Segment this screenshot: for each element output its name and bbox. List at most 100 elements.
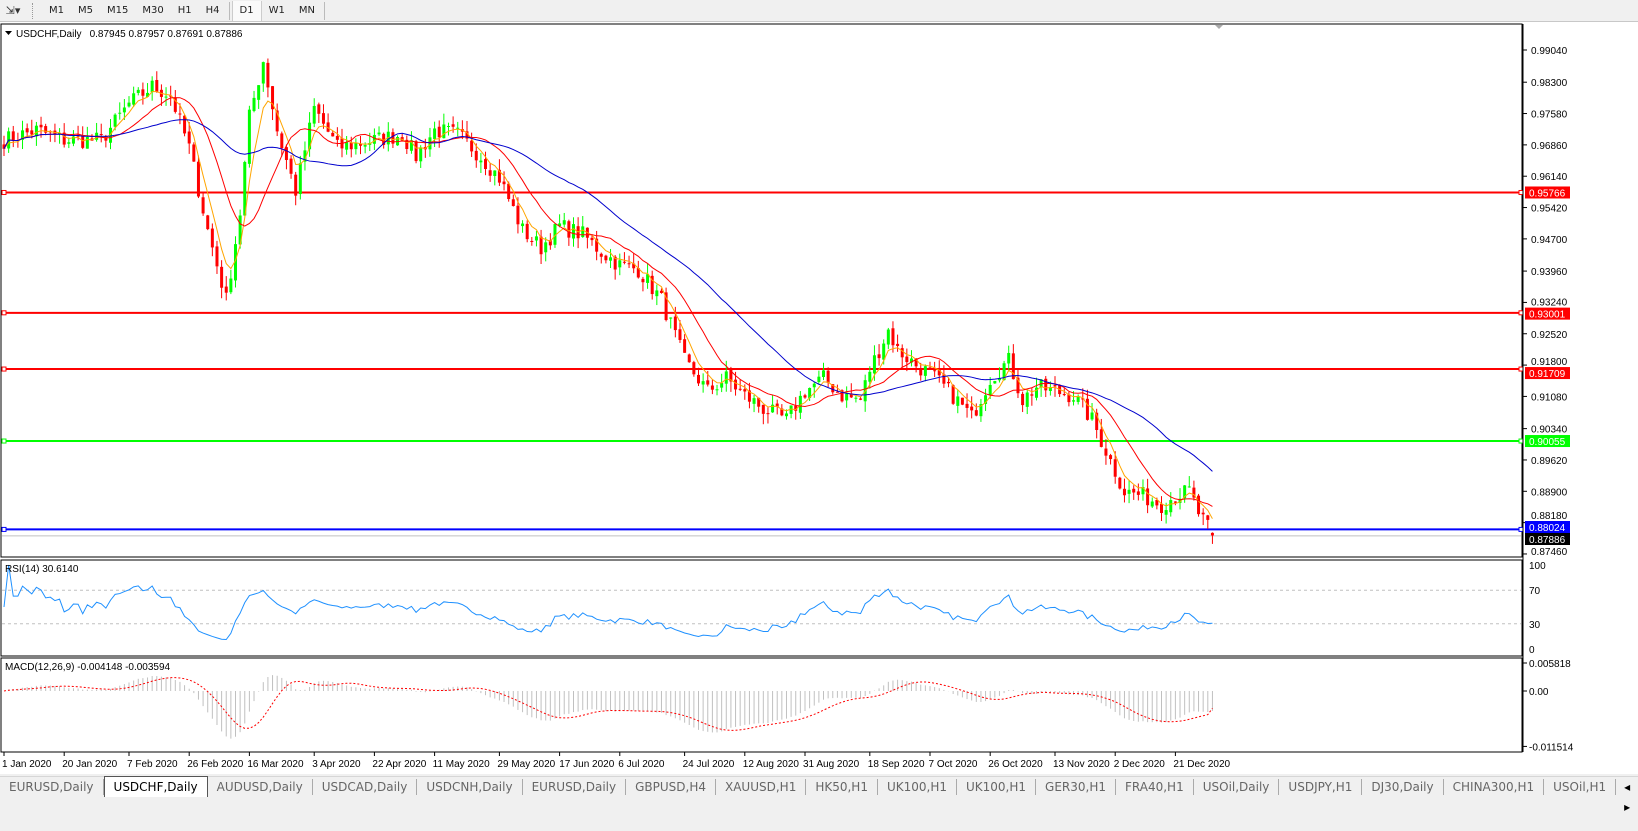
candle-body — [780, 408, 784, 416]
timeframe-w1-button[interactable]: W1 — [268, 4, 285, 16]
chart-tab[interactable]: HK50,H1 — [806, 779, 878, 795]
candle-body — [224, 286, 228, 293]
current-price-label: 0.87886 — [1529, 535, 1566, 546]
candle-body — [1178, 498, 1182, 503]
candle-body — [247, 109, 251, 164]
y-tick-label: 0.87460 — [1531, 547, 1568, 558]
candle-body — [951, 385, 955, 404]
candle-body — [1141, 487, 1145, 495]
candle-body — [845, 393, 849, 401]
candle-body — [465, 131, 469, 139]
y-tick-label: 0.88900 — [1531, 487, 1568, 498]
chart-tab[interactable]: UK100,H1 — [957, 779, 1037, 795]
line-tools-icon[interactable]: ⇲▾ — [5, 4, 21, 17]
candle-body — [669, 317, 673, 319]
macd-axis-label: 0.00 — [1529, 687, 1549, 698]
chart-tab[interactable]: GER30,H1 — [1036, 779, 1116, 795]
chart-tab[interactable]: EURUSD,Daily — [523, 779, 627, 795]
candle-body — [877, 354, 881, 359]
candle-body — [789, 405, 793, 414]
candle-body — [169, 95, 173, 97]
candle-body — [229, 278, 233, 293]
chart-tab[interactable]: FRA40,H1 — [1116, 779, 1194, 795]
date-label: 21 Dec 2020 — [1173, 759, 1230, 770]
candle-body — [747, 390, 751, 402]
price-label: 0.88024 — [1529, 523, 1566, 534]
chart-tab[interactable]: USDCHF,Daily — [103, 776, 208, 797]
candle-body — [947, 381, 951, 384]
candle-body — [446, 125, 450, 127]
chart-tab[interactable]: USOil,H1 — [1544, 779, 1617, 795]
date-label: 12 Aug 2020 — [743, 759, 800, 770]
toolbar-grip[interactable] — [32, 2, 36, 19]
candle-body — [308, 122, 312, 150]
chart-window[interactable]: USDCHF,Daily 0.87945 0.87957 0.87691 0.87… — [0, 22, 1638, 774]
chart-canvas[interactable]: USDCHF,Daily 0.87945 0.87957 0.87691 0.87… — [0, 22, 1638, 774]
candle-body — [896, 343, 900, 346]
chart-tab[interactable]: GBPUSD,H4 — [626, 779, 716, 795]
candle-body — [571, 224, 575, 239]
candle-body — [1090, 412, 1094, 420]
timeframe-h4-button[interactable]: H4 — [205, 4, 220, 16]
candle-body — [1206, 515, 1210, 520]
macd-axis-label: 0.005818 — [1529, 659, 1571, 670]
timeframe-m30-button[interactable]: M30 — [142, 4, 164, 16]
chart-tab[interactable]: USDJPY,H1 — [1279, 779, 1363, 795]
price-label: 0.93001 — [1529, 310, 1566, 321]
rsi-axis-label: 100 — [1529, 561, 1546, 572]
candle-body — [25, 128, 29, 133]
timeframe-m15-button[interactable]: M15 — [107, 4, 129, 16]
candle-body — [354, 142, 358, 150]
candle-body — [44, 126, 48, 133]
candle-body — [775, 403, 779, 407]
chart-tab[interactable]: AUDUSD,Daily — [208, 779, 313, 795]
macd-panel — [0, 657, 1523, 753]
timeframe-mn-button[interactable]: MN — [298, 4, 315, 16]
toolbar-separator — [228, 1, 230, 20]
candle-body — [794, 405, 798, 411]
timeframe-h1-button[interactable]: H1 — [177, 4, 192, 16]
chart-tab[interactable]: USDCNH,Daily — [417, 779, 523, 795]
candle-body — [859, 398, 863, 400]
candle-body — [636, 268, 640, 278]
timeframe-m5-button[interactable]: M5 — [78, 4, 93, 16]
candle-body — [210, 228, 214, 248]
chart-tab[interactable]: USDCAD,Daily — [313, 779, 418, 795]
chart-tab[interactable]: UK100,H1 — [878, 779, 957, 795]
candle-body — [979, 404, 983, 417]
candle-body — [784, 413, 788, 417]
y-tick-label: 0.90340 — [1531, 425, 1568, 436]
candle-body — [1030, 394, 1034, 396]
line-handle — [1, 366, 7, 372]
price-label: 0.95766 — [1529, 188, 1566, 199]
candle-body — [317, 104, 321, 114]
timeframe-m1-button[interactable]: M1 — [49, 4, 64, 16]
macd-axis-label: -0.011514 — [1529, 742, 1574, 753]
candle-body — [400, 137, 404, 141]
timeframe-d1-button[interactable]: D1 — [231, 0, 262, 21]
date-label: 20 Jan 2020 — [62, 759, 117, 770]
y-tick-label: 0.94700 — [1531, 235, 1568, 246]
current-price-bg — [1525, 533, 1570, 545]
candle-body — [757, 397, 761, 407]
line-handle — [1518, 310, 1524, 316]
candle-body — [85, 136, 89, 149]
candle-body — [11, 131, 15, 141]
candle-body — [261, 62, 265, 84]
candle-body — [122, 107, 126, 113]
candle-body — [220, 266, 224, 288]
chart-tab[interactable]: CHINA300,H1 — [1444, 779, 1545, 795]
chart-tab[interactable]: DJ30,Daily — [1362, 779, 1444, 795]
price-label-bg — [1525, 186, 1570, 199]
candle-body — [771, 404, 775, 413]
chart-tab[interactable]: USOil,Daily — [1194, 779, 1280, 795]
candle-body — [497, 169, 501, 183]
line-handle — [1, 526, 7, 532]
chart-tab[interactable]: XAUUSD,H1 — [716, 779, 807, 795]
tab-scroll-arrows[interactable]: ◂ ▸ — [1624, 780, 1631, 814]
chart-tab[interactable]: EURUSD,Daily — [0, 779, 104, 795]
chart-tabs: EURUSD,Daily USDCHF,Daily AUDUSD,Daily USDC… — [0, 776, 1638, 814]
candle-body — [706, 380, 710, 385]
candle-body — [595, 238, 599, 252]
line-handle — [1, 189, 7, 195]
